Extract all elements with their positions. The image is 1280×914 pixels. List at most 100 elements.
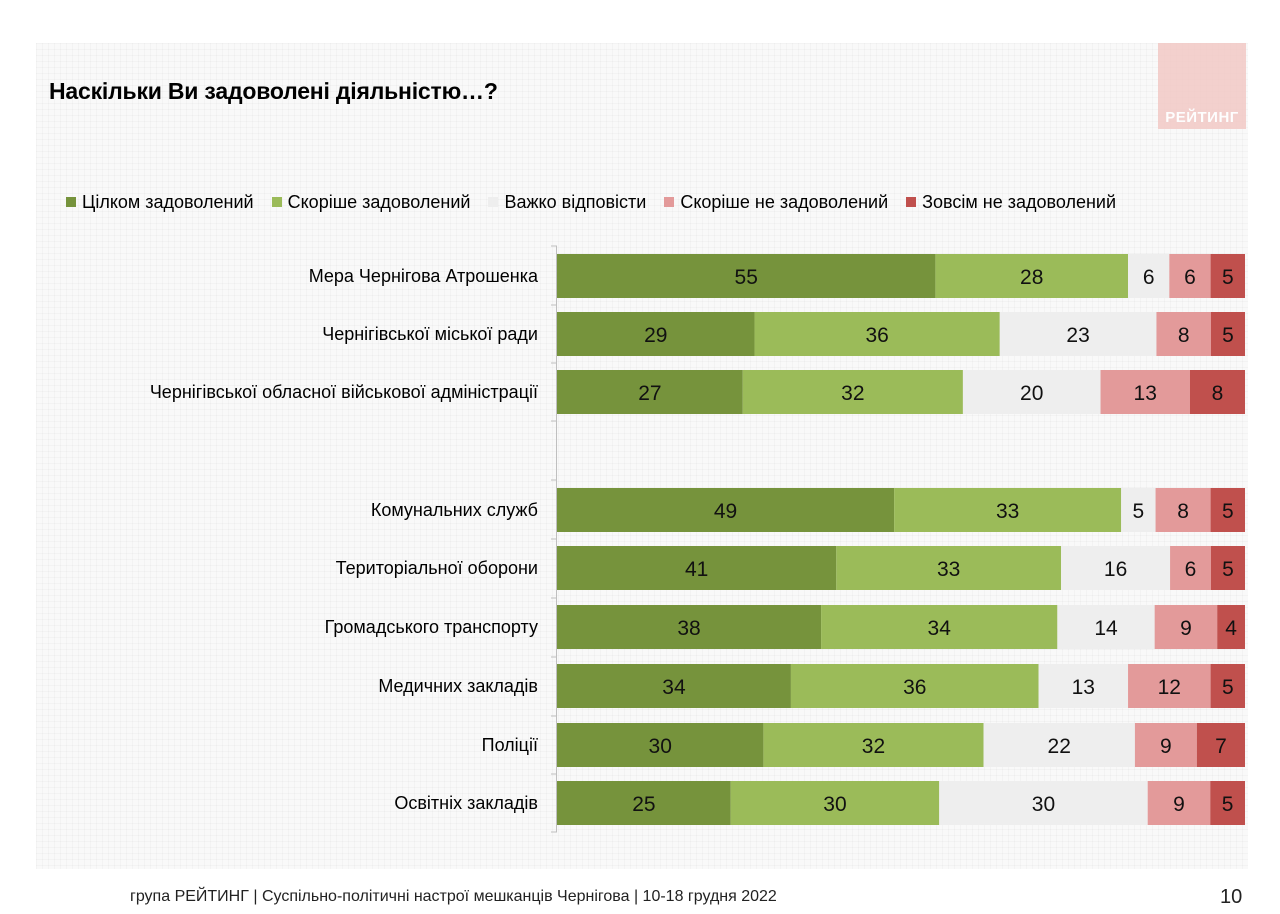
- bar-segment: [983, 723, 1135, 767]
- data-label: 5: [1222, 324, 1234, 347]
- bar-segment: [557, 488, 895, 532]
- bar-segment: [790, 664, 1039, 708]
- bar-segment: [557, 664, 791, 708]
- data-label: 30: [649, 735, 672, 758]
- data-label: 7: [1215, 735, 1227, 758]
- bar-segment: [1210, 488, 1245, 532]
- bar-segment: [557, 781, 731, 825]
- bar-segment: [1210, 312, 1245, 356]
- bar-segment: [1121, 488, 1156, 532]
- legend-label-rather-satisfied: Скоріше задоволений: [287, 191, 471, 212]
- data-label: 5: [1222, 266, 1234, 289]
- bar-segment: [999, 312, 1157, 356]
- bar-segment: [821, 605, 1058, 649]
- bar-segment: [763, 723, 984, 767]
- legend-swatch-rather-dissatisfied: [664, 197, 675, 207]
- category-label: Мера Чернігова Атрошенка: [309, 266, 539, 286]
- bar-segment: [1147, 781, 1211, 825]
- data-label: 30: [1032, 793, 1055, 816]
- legend-item-fully-satisfied: Цілком задоволений: [66, 192, 254, 213]
- data-label: 12: [1158, 676, 1181, 699]
- data-label: 5: [1222, 558, 1234, 581]
- data-label: 16: [1104, 558, 1127, 581]
- bar-segment: [557, 254, 936, 298]
- data-label: 5: [1222, 793, 1234, 816]
- data-label: 32: [841, 382, 864, 405]
- data-label: 9: [1180, 617, 1192, 640]
- data-label: 23: [1066, 324, 1089, 347]
- data-label: 49: [714, 500, 737, 523]
- bar-segment: [557, 370, 743, 414]
- data-label: 33: [996, 500, 1019, 523]
- data-label: 36: [865, 324, 888, 347]
- legend-item-hard-to-say: Важко відповісти: [488, 192, 646, 213]
- data-label: 32: [862, 735, 885, 758]
- data-label: 36: [903, 676, 926, 699]
- legend-label-rather-dissatisfied: Скоріше не задоволений: [680, 191, 889, 212]
- category-label: Громадського транспорту: [325, 617, 538, 637]
- data-label: 9: [1160, 735, 1172, 758]
- bar-segment: [962, 370, 1101, 414]
- bar-segment: [939, 781, 1148, 825]
- bar-segment: [1128, 664, 1211, 708]
- category-label: Освітніх закладів: [394, 793, 538, 813]
- data-label: 22: [1048, 735, 1071, 758]
- legend-label-fully-dissatisfied: Зовсім не задоволений: [922, 191, 1117, 212]
- data-label: 38: [677, 617, 700, 640]
- bar-segment: [1155, 488, 1211, 532]
- footer-text: група РЕЙТИНГ | Суспільно-політичні наст…: [130, 888, 777, 905]
- bar-segment: [1210, 254, 1245, 298]
- bar-segment: [1217, 605, 1245, 649]
- page-number: 10: [1220, 886, 1243, 908]
- data-label: 6: [1143, 266, 1155, 289]
- category-label: Комунальних служб: [371, 500, 538, 520]
- data-label: 5: [1222, 676, 1234, 699]
- bar-segment: [1210, 546, 1245, 590]
- legend-swatch-fully-dissatisfied: [906, 197, 917, 207]
- data-label: 14: [1094, 617, 1118, 640]
- bar-segment: [557, 723, 764, 767]
- data-label: 5: [1222, 500, 1234, 523]
- data-label: 29: [644, 324, 667, 347]
- data-label: 5: [1133, 500, 1145, 523]
- bar-segment: [1154, 605, 1218, 649]
- legend-label-hard-to-say: Важко відповісти: [504, 191, 647, 212]
- bar-segment: [1057, 605, 1155, 649]
- bar-segment: [557, 605, 822, 649]
- bar-segment: [754, 312, 1000, 356]
- data-label: 8: [1212, 382, 1224, 405]
- data-label: 33: [937, 558, 960, 581]
- bar-segment: [1061, 546, 1171, 590]
- bar-segment: [1210, 781, 1245, 825]
- data-label: 41: [685, 558, 708, 581]
- bar-segment: [836, 546, 1062, 590]
- category-label: Поліції: [482, 735, 538, 755]
- chart-title: Наскільки Ви задоволені діяльністю…?: [49, 78, 498, 104]
- data-label: 8: [1177, 500, 1189, 523]
- data-label: 4: [1225, 617, 1237, 640]
- legend: Цілком задоволений Скоріше задоволений В…: [66, 190, 1134, 214]
- data-label: 6: [1184, 266, 1196, 289]
- bar-segment: [1170, 546, 1211, 590]
- legend-item-rather-dissatisfied: Скоріше не задоволений: [664, 192, 888, 213]
- logo-text: РЕЙТИНГ: [1165, 109, 1239, 126]
- bar-segment: [1100, 370, 1190, 414]
- legend-item-fully-dissatisfied: Зовсім не задоволений: [906, 192, 1116, 213]
- data-label: 9: [1173, 793, 1185, 816]
- bar-segment: [935, 254, 1129, 298]
- bar-segment: [1169, 254, 1211, 298]
- bar-segment: [742, 370, 963, 414]
- data-label: 13: [1072, 676, 1095, 699]
- data-label: 34: [928, 617, 952, 640]
- chart-panel: [36, 43, 1248, 869]
- category-label: Медичних закладів: [378, 676, 538, 696]
- legend-label-fully-satisfied: Цілком задоволений: [82, 191, 254, 212]
- legend-item-rather-satisfied: Скоріше задоволений: [271, 191, 471, 213]
- data-label: 25: [632, 793, 655, 816]
- data-label: 8: [1178, 324, 1190, 347]
- data-label: 6: [1185, 558, 1197, 581]
- category-label: Чернігівської обласної військової адміні…: [150, 382, 538, 402]
- bar-segment: [894, 488, 1122, 532]
- category-label: Територіальної оборони: [336, 558, 538, 578]
